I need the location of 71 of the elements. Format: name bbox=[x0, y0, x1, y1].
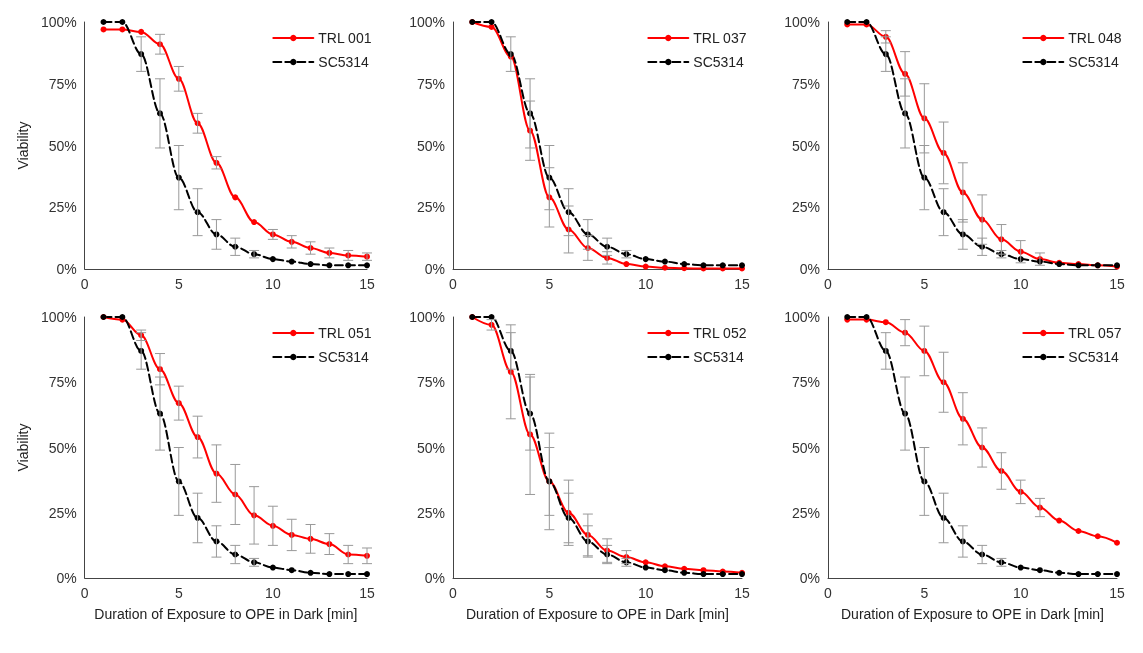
x-tick-label: 0 bbox=[80, 276, 89, 292]
y-tick-label: 75% bbox=[48, 75, 77, 92]
y-tick-label: 75% bbox=[791, 374, 820, 391]
x-tick-label: 0 bbox=[824, 585, 833, 601]
y-tick-label: 50% bbox=[416, 439, 445, 456]
y-tick-label: 25% bbox=[48, 199, 77, 216]
y-tick-label: 50% bbox=[48, 439, 77, 456]
y-tick-label: 75% bbox=[791, 75, 820, 92]
y-tick-label: 25% bbox=[416, 504, 445, 521]
y-tick-label: 100% bbox=[784, 14, 820, 30]
y-tick-label: 50% bbox=[416, 137, 445, 154]
x-tick-label: 15 bbox=[734, 585, 750, 601]
x-tick-label: 0 bbox=[80, 585, 89, 601]
legend-label: TRL 057 bbox=[1068, 325, 1122, 341]
x-tick-label: 15 bbox=[359, 276, 375, 292]
x-tick-label: 5 bbox=[545, 585, 554, 601]
y-tick-label: 75% bbox=[416, 374, 445, 391]
legend-label: TRL 051 bbox=[318, 325, 372, 341]
y-tick-label: 50% bbox=[48, 137, 77, 154]
x-tick-label: 0 bbox=[449, 585, 458, 601]
legend-label: SC5314 bbox=[318, 54, 370, 70]
legend-label: TRL 001 bbox=[318, 30, 372, 46]
legend-label: SC5314 bbox=[1068, 54, 1120, 70]
y-tick-label: 0% bbox=[56, 261, 77, 277]
legend-label: SC5314 bbox=[693, 349, 745, 365]
y-axis-title: Viability bbox=[15, 121, 31, 170]
x-tick-label: 15 bbox=[1109, 276, 1125, 292]
x-axis-title: Duration of Exposure to OPE in Dark [min] bbox=[94, 605, 358, 622]
y-tick-label: 50% bbox=[791, 439, 820, 456]
y-tick-label: 75% bbox=[416, 75, 445, 92]
x-tick-label: 0 bbox=[824, 276, 833, 292]
y-tick-label: 100% bbox=[409, 309, 445, 325]
x-tick-label: 15 bbox=[1109, 585, 1125, 601]
x-tick-label: 15 bbox=[359, 585, 375, 601]
x-tick-label: 10 bbox=[637, 276, 654, 292]
y-tick-label: 0% bbox=[799, 261, 820, 277]
x-axis-title: Duration of Exposure to OPE in Dark [min] bbox=[841, 605, 1104, 622]
y-tick-label: 25% bbox=[791, 504, 820, 521]
x-tick-label: 10 bbox=[1012, 276, 1029, 292]
x-tick-label: 10 bbox=[265, 585, 281, 601]
legend-label: TRL 052 bbox=[693, 325, 747, 341]
y-tick-label: 100% bbox=[40, 14, 77, 30]
legend-label: SC5314 bbox=[318, 349, 370, 365]
x-tick-label: 5 bbox=[920, 276, 929, 292]
x-tick-label: 5 bbox=[545, 276, 554, 292]
y-tick-label: 0% bbox=[424, 261, 445, 277]
y-tick-label: 0% bbox=[56, 570, 77, 586]
x-tick-label: 5 bbox=[174, 585, 183, 601]
y-tick-label: 100% bbox=[784, 309, 820, 325]
y-tick-label: 25% bbox=[416, 199, 445, 216]
y-tick-label: 0% bbox=[799, 570, 820, 586]
x-tick-label: 5 bbox=[920, 585, 929, 601]
legend-label: TRL 037 bbox=[693, 30, 747, 46]
legend-label: SC5314 bbox=[1068, 349, 1120, 365]
x-axis-title: Duration of Exposure to OPE in Dark [min] bbox=[466, 605, 729, 622]
x-tick-label: 5 bbox=[174, 276, 183, 292]
y-tick-label: 25% bbox=[791, 199, 820, 216]
x-tick-label: 10 bbox=[637, 585, 654, 601]
y-tick-label: 0% bbox=[424, 570, 445, 586]
y-tick-label: 75% bbox=[48, 374, 77, 391]
y-tick-label: 100% bbox=[40, 309, 77, 325]
y-tick-label: 100% bbox=[409, 14, 445, 30]
x-tick-label: 10 bbox=[1012, 585, 1029, 601]
x-tick-label: 10 bbox=[265, 276, 281, 292]
x-tick-label: 0 bbox=[449, 276, 458, 292]
legend-label: TRL 048 bbox=[1068, 30, 1122, 46]
x-tick-label: 15 bbox=[734, 276, 750, 292]
y-axis-title: Viability bbox=[15, 423, 31, 472]
y-tick-label: 25% bbox=[48, 504, 77, 521]
y-tick-label: 50% bbox=[791, 137, 820, 154]
legend-label: SC5314 bbox=[693, 54, 745, 70]
